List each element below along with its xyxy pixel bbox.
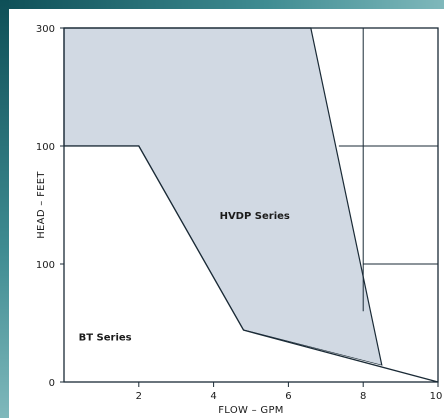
y-tick-label: 300 (36, 24, 55, 35)
x-axis-title: FLOW – GPM (218, 405, 284, 416)
x-tick-label: 8 (360, 391, 366, 402)
frame-top-border (0, 0, 444, 9)
y-tick-label: 100 (36, 260, 55, 271)
region-bt-series (64, 146, 438, 382)
y-tick-label: 100 (36, 142, 55, 153)
plot-frame (63, 27, 439, 383)
x-tick-label: 10 (430, 391, 443, 402)
x-tick-label: 4 (210, 391, 216, 402)
x-tick-label: 6 (285, 391, 291, 402)
x-tick-label: 2 (136, 391, 142, 402)
axes-layer (60, 27, 439, 387)
series-boundary-line (64, 145, 439, 383)
y-tick-label: 0 (49, 378, 55, 389)
frame-left-border (0, 0, 9, 418)
region-label: HVDP Series (220, 211, 290, 222)
lines-layer (64, 145, 439, 383)
region-label: BT Series (79, 333, 132, 344)
grid-layer (338, 28, 438, 312)
y-axis-title: HEAD – FEET (36, 171, 47, 239)
